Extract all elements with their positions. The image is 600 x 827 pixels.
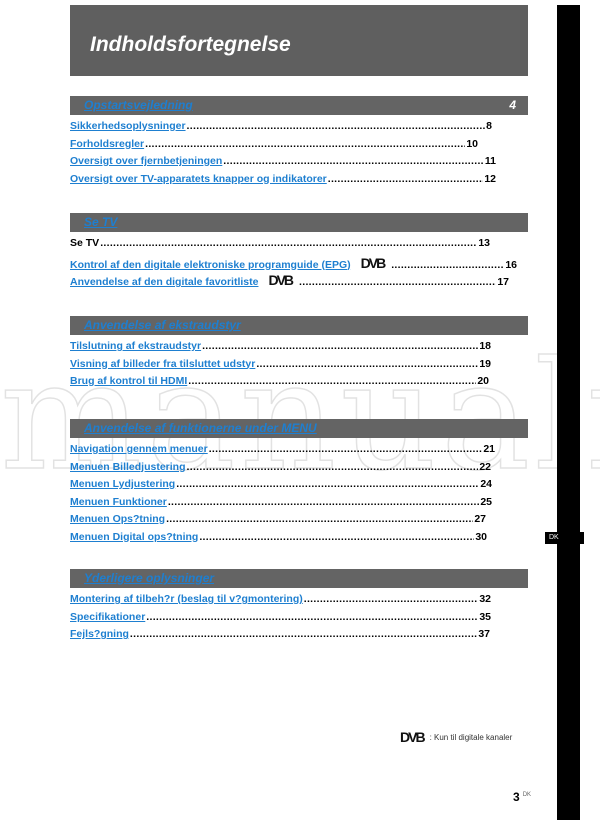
entry-page: 37 [478,628,490,640]
dot-leader [130,628,477,640]
entry-page: 20 [477,375,489,387]
toc-entry[interactable]: Menuen Billedjustering 22 [70,461,491,476]
dot-leader [187,120,486,132]
entry-label[interactable]: Menuen Funktioner [70,495,167,508]
dot-leader [146,611,478,623]
entry-label[interactable]: Montering af tilbeh?r (beslag til v?gmon… [70,593,303,605]
toc-entry[interactable]: Menuen Digital ops?tning 30 [70,531,487,546]
toc-entry[interactable]: Brug af kontrol til HDMI 20 [70,375,489,390]
entry-label[interactable]: Fejls?gning [70,628,129,640]
toc-entry[interactable]: Oversigt over fjernbetjeningen 11 [70,155,496,170]
page-title: Indholdsfortegnelse [90,33,291,56]
entry-label[interactable]: Oversigt over fjernbetjeningen [70,155,223,167]
section-title[interactable]: Se TV [84,215,118,229]
dot-leader [176,478,479,490]
dvb-logo-icon: DVB [268,272,294,288]
dvb-logo-icon: DVB [360,254,387,271]
entry-page: 11 [484,155,496,167]
toc-entry[interactable]: Specifikationer 35 [70,611,491,626]
section-header: Opstartsvejledning 4 [70,96,528,115]
entry-page: 25 [480,495,492,508]
toc-entry[interactable]: Oversigt over TV-apparatets knapper og i… [70,173,496,188]
section-title[interactable]: Yderligere oplysninger [84,571,215,585]
entry-page: 8 [486,120,492,132]
toc-entry[interactable]: Se TV 13 [70,237,490,252]
section-header: Yderligere oplysninger [70,569,528,588]
toc-entry[interactable]: Anvendelse af den digitale favoritliste D… [70,272,509,288]
toc-entry[interactable]: Visning af billeder fra tilsluttet udsty… [70,358,491,373]
section-title[interactable]: Anvendelse af ekstraudstyr [84,318,241,332]
entry-page: 21 [483,443,495,455]
toc-entry[interactable]: Navigation gennem menuer 21 [70,443,495,458]
entry-page: 12 [484,172,496,185]
entry-page: 24 [480,478,492,490]
entry-page: 13 [478,237,490,249]
entry-label[interactable]: Kontrol af den digitale elektroniske pro… [70,258,351,271]
entry-label[interactable]: Navigation gennem menuer [70,443,208,455]
entry-page: 10 [466,137,478,150]
section-title[interactable]: Anvendelse af funktionerne under MENU [84,421,317,435]
entry-page: 17 [497,276,509,288]
dot-leader [304,593,479,605]
entry-label[interactable]: Brug af kontrol til HDMI [70,375,188,387]
dot-leader [391,259,504,271]
toc-entry[interactable]: Kontrol af den digitale elektroniske pro… [70,254,517,271]
toc-entry[interactable]: Montering af tilbeh?r (beslag til v?gmon… [70,593,491,608]
toc-entry[interactable]: Tilslutning af ekstraudstyr 18 [70,340,491,355]
section-page: 4 [509,98,516,112]
dot-leader [223,155,484,167]
entry-page: 32 [479,593,491,605]
dot-leader [328,173,484,185]
dot-leader [187,461,479,473]
entry-label[interactable]: Menuen Ops?tning [70,513,166,525]
title-bar: Indholdsfortegnelse [70,5,528,76]
entry-page: 35 [479,610,491,623]
section-header: Anvendelse af funktionerne under MENU [70,419,528,438]
entry-page: 22 [479,460,491,473]
dot-leader [199,531,474,543]
toc-entry[interactable]: Forholdsregler 10 [70,138,478,153]
dot-leader [188,375,476,387]
section-title[interactable]: Opstartsvejledning [84,98,193,112]
section-header: Se TV [70,213,528,232]
entry-page: 18 [479,340,491,352]
entry-label[interactable]: Menuen Billedjustering [70,460,186,473]
entry-label[interactable]: Menuen Lydjustering [70,478,176,490]
toc-entry[interactable]: Menuen Funktioner 25 [70,496,492,511]
entry-page: 16 [505,258,517,271]
entry-label[interactable]: Anvendelse af den digitale favoritliste [70,276,259,288]
entry-label[interactable]: Oversigt over TV-apparatets knapper og i… [70,172,327,185]
entry-label[interactable]: Specifikationer [70,610,146,623]
legend-text: : Kun til digitale kanaler [429,732,513,742]
language-tab: DK [545,532,584,544]
dot-leader [145,138,465,150]
dot-leader [168,496,479,508]
entry-label[interactable]: Forholdsregler [70,137,145,150]
dvb-logo-icon: DVB [400,729,426,745]
side-bar [557,5,580,820]
entry-label[interactable]: Se TV [70,237,100,249]
page-number: 3 DK [513,790,532,804]
dot-leader [100,237,477,249]
dot-leader [299,276,496,288]
section-header: Anvendelse af ekstraudstyr [70,316,528,335]
entry-label[interactable]: Menuen Digital ops?tning [70,530,199,543]
dot-leader [166,513,473,525]
toc-entry[interactable]: Sikkerhedsoplysninger 8 [70,120,492,135]
dvb-legend: DVB : Kun til digitale kanaler [400,729,512,745]
entry-page: 30 [475,530,487,543]
toc-entry[interactable]: Fejls?gning 37 [70,628,490,643]
entry-label[interactable]: Sikkerhedsoplysninger [70,120,186,132]
entry-label[interactable]: Visning af billeder fra tilsluttet udsty… [70,357,256,370]
toc-entry[interactable]: Menuen Ops?tning 27 [70,513,486,528]
entry-label[interactable]: Tilslutning af ekstraudstyr [70,340,202,352]
entry-page: 27 [474,513,486,525]
toc-entry[interactable]: Menuen Lydjustering 24 [70,478,492,493]
entry-page: 19 [479,357,491,370]
dot-leader [256,358,478,370]
dot-leader [209,443,483,455]
dot-leader [202,340,478,352]
